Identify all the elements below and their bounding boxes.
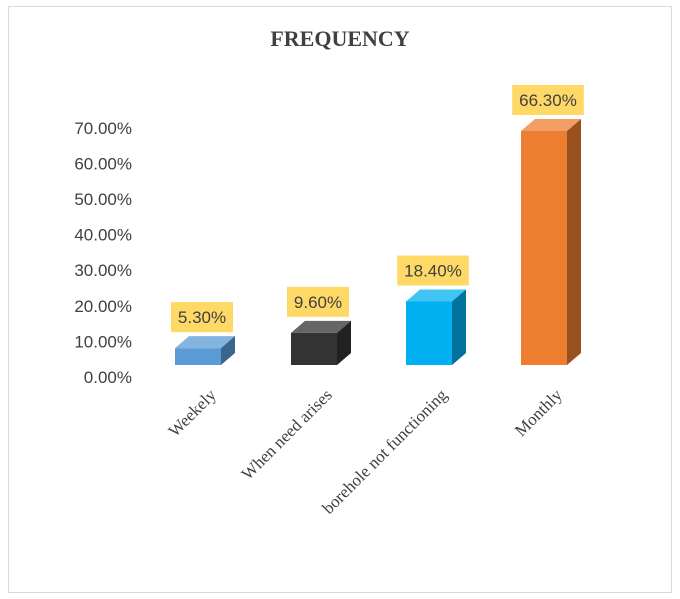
data-label: 18.40% bbox=[397, 255, 469, 286]
bar-side-face bbox=[567, 118, 581, 365]
y-tick-label: 0.00% bbox=[84, 368, 132, 387]
x-category-label: Weekely bbox=[165, 385, 221, 441]
bar-front-face bbox=[175, 348, 221, 365]
bar bbox=[406, 289, 466, 365]
data-label-text: 66.30% bbox=[519, 91, 577, 110]
bar-front-face bbox=[406, 301, 452, 365]
data-label: 9.60% bbox=[287, 286, 349, 317]
bar-side-face bbox=[452, 289, 466, 365]
bar bbox=[175, 336, 235, 365]
y-tick-label: 10.00% bbox=[74, 332, 132, 351]
data-label-text: 18.40% bbox=[404, 261, 462, 280]
data-label: 5.30% bbox=[171, 302, 233, 333]
y-tick-label: 40.00% bbox=[74, 226, 132, 245]
y-tick-label: 70.00% bbox=[74, 119, 132, 138]
data-label-text: 5.30% bbox=[178, 308, 226, 327]
chart-title: FREQUENCY bbox=[270, 26, 410, 51]
y-tick-label: 30.00% bbox=[74, 261, 132, 280]
bar-top-face bbox=[521, 118, 581, 131]
x-category-label: When need arises bbox=[238, 385, 336, 483]
data-label-text: 9.60% bbox=[294, 293, 342, 312]
x-category-label: Monthly bbox=[511, 385, 566, 440]
data-label: 66.30% bbox=[512, 84, 584, 115]
bar-top-face bbox=[291, 320, 351, 333]
data-label-background bbox=[397, 255, 469, 286]
bar-top-face bbox=[175, 336, 235, 349]
bar-front-face bbox=[291, 332, 337, 365]
bar-top-face bbox=[406, 289, 466, 302]
y-tick-label: 50.00% bbox=[74, 190, 132, 209]
y-tick-label: 60.00% bbox=[74, 154, 132, 173]
data-label-background bbox=[512, 84, 584, 115]
x-category-label: borehole not functioning bbox=[319, 385, 452, 518]
data-label-background bbox=[287, 286, 349, 317]
data-label-background bbox=[171, 302, 233, 333]
bar-side-face bbox=[221, 336, 235, 365]
y-tick-label: 20.00% bbox=[74, 297, 132, 316]
bar-front-face bbox=[521, 130, 567, 365]
bar bbox=[291, 320, 351, 365]
bar-side-face bbox=[337, 320, 351, 365]
bar bbox=[521, 118, 581, 365]
